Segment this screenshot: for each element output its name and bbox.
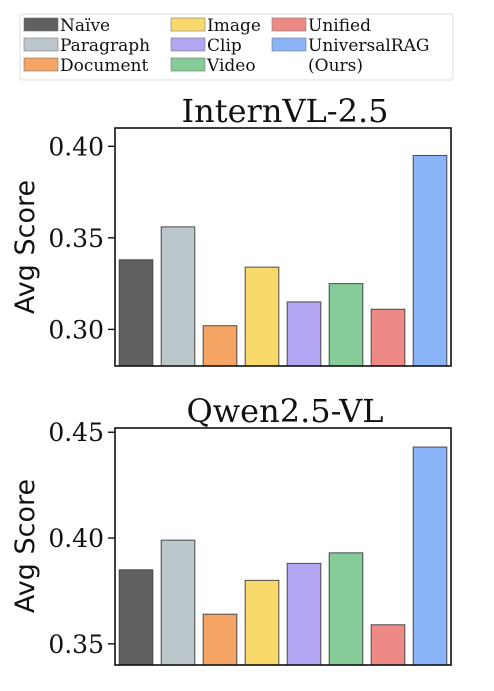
bar	[328, 552, 364, 666]
bar	[160, 539, 196, 666]
legend-item: Video	[170, 56, 256, 76]
legend-label: Unified	[308, 16, 371, 36]
bar	[202, 325, 238, 367]
legend-label: Document	[60, 56, 148, 76]
legend-item: Image	[170, 16, 261, 36]
bar	[202, 613, 238, 666]
bar	[286, 562, 322, 666]
bar	[412, 446, 448, 666]
legend-item: UniversalRAG (Ours)	[271, 36, 429, 76]
y-tick-label: 0.35	[48, 224, 104, 253]
legend-item: Paragraph	[23, 36, 150, 56]
legend-label: Video	[206, 56, 256, 76]
bar	[370, 624, 406, 666]
y-axis-label: Avg Score	[10, 479, 41, 613]
bar	[118, 259, 154, 367]
bar-group	[118, 154, 448, 367]
bar	[244, 579, 280, 666]
legend-label: Naïve	[60, 16, 110, 36]
plot-frame	[114, 427, 452, 666]
legend-item: Unified	[271, 16, 371, 36]
legend-swatch	[170, 57, 206, 72]
bar	[118, 569, 154, 666]
y-tick-label: 0.35	[48, 630, 104, 659]
legend-swatch	[23, 37, 59, 52]
legend-item: Document	[23, 56, 148, 76]
chart-title: InternVL-2.5	[181, 92, 388, 130]
bar	[370, 308, 406, 367]
legend-label: Clip	[207, 36, 242, 56]
y-tick-label: 0.45	[48, 418, 104, 447]
legend-swatch	[23, 17, 59, 32]
plot-frame	[114, 127, 452, 367]
legend-frame	[19, 13, 454, 81]
y-tick-label: 0.40	[48, 132, 104, 161]
legend-swatch	[170, 37, 206, 52]
chart-panel-internvl: InternVL-2.5 Avg Score 0.30 0.35 0.40	[10, 92, 452, 367]
legend-label: Image	[207, 16, 261, 36]
bar-group	[118, 446, 448, 666]
chart-panel-qwen: Qwen2.5-VL Avg Score 0.35 0.40 0.45	[10, 392, 452, 666]
legend-swatch	[170, 17, 206, 32]
legend-swatch	[271, 17, 307, 32]
legend-label: Paragraph	[60, 36, 150, 56]
y-tick-label: 0.40	[48, 524, 104, 553]
legend-swatch	[23, 57, 59, 72]
bar	[160, 226, 196, 367]
bar	[328, 283, 364, 367]
legend-item: Clip	[170, 36, 242, 56]
y-tick-label: 0.30	[48, 315, 104, 344]
bar	[244, 266, 280, 367]
bar	[286, 301, 322, 367]
chart-title: Qwen2.5-VL	[187, 392, 384, 430]
legend-item: Naïve	[23, 16, 110, 36]
y-ticks: 0.30 0.35 0.40	[48, 132, 115, 344]
bar	[412, 154, 448, 367]
legend-swatch	[271, 37, 307, 52]
legend-label: UniversalRAG (Ours)	[308, 36, 429, 76]
y-ticks: 0.35 0.40 0.45	[48, 418, 115, 659]
y-axis-label: Avg Score	[10, 180, 41, 314]
